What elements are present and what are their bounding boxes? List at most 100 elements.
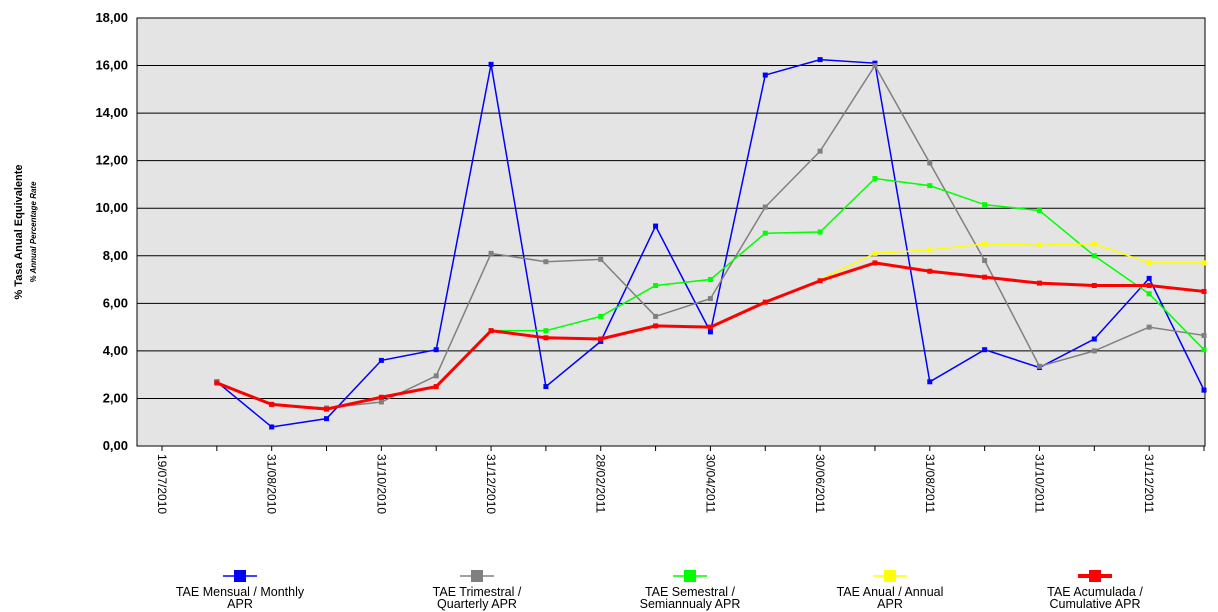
point xyxy=(762,299,768,305)
point xyxy=(598,336,604,342)
series-line xyxy=(819,243,1204,281)
y-tick-label: 14,00 xyxy=(95,105,128,120)
point xyxy=(1036,242,1042,248)
point xyxy=(543,328,549,334)
point xyxy=(762,204,768,210)
y-axis-subtitle: % Annual Percentage Rate xyxy=(29,181,38,283)
point xyxy=(543,384,549,390)
point xyxy=(982,202,988,208)
point xyxy=(982,241,988,247)
legend-line-text: APR xyxy=(227,597,253,611)
point xyxy=(927,379,933,385)
y-tick-label: 10,00 xyxy=(95,200,128,215)
point xyxy=(488,61,494,67)
point xyxy=(927,268,933,274)
legend-label: TAE Mensual / Monthly APR xyxy=(176,585,305,611)
x-tick-label: 19/07/2010 xyxy=(155,454,169,514)
point xyxy=(1201,332,1207,338)
legend-label: TAE Acumulada / Cumulative APR xyxy=(1047,585,1143,611)
point xyxy=(1036,280,1042,286)
y-tick-label: 4,00 xyxy=(103,343,128,358)
point xyxy=(488,328,494,334)
point xyxy=(927,183,933,189)
y-tick-label: 2,00 xyxy=(103,390,128,405)
legend-line-text: Cumulative APR xyxy=(1049,597,1140,611)
x-tick-label: 28/02/2011 xyxy=(594,454,608,513)
y-tick-label: 8,00 xyxy=(103,248,128,263)
point xyxy=(872,176,878,181)
y-tick-label: 12,00 xyxy=(95,153,128,168)
point xyxy=(982,258,988,264)
point xyxy=(1201,347,1207,353)
point xyxy=(433,384,439,390)
point xyxy=(1091,241,1097,247)
point xyxy=(1146,291,1152,297)
legend-marker xyxy=(684,570,696,582)
point xyxy=(653,283,659,288)
point xyxy=(324,406,330,412)
point xyxy=(1146,283,1152,288)
point xyxy=(1036,208,1042,214)
point xyxy=(762,230,768,236)
point xyxy=(707,296,713,302)
y-tick-label: 0,00 xyxy=(103,438,128,453)
x-tick-label: 31/08/2010 xyxy=(265,454,279,514)
x-tick-label: 30/06/2011 xyxy=(813,454,827,513)
point xyxy=(1091,348,1097,354)
legend-line-text: APR xyxy=(877,597,903,611)
legend-line-text: TAE Trimestral / xyxy=(433,585,522,599)
point xyxy=(378,357,384,363)
point xyxy=(1036,363,1042,369)
point xyxy=(653,223,659,229)
point xyxy=(1091,283,1097,288)
x-tick-label: 31/12/2011 xyxy=(1142,454,1156,513)
point xyxy=(927,160,933,166)
legend-marker xyxy=(1089,570,1101,582)
point xyxy=(817,57,823,63)
point xyxy=(817,278,823,284)
point xyxy=(433,373,439,379)
point xyxy=(872,63,878,69)
x-tick-label: 31/10/2010 xyxy=(374,454,388,514)
point xyxy=(324,416,330,422)
point xyxy=(1201,288,1207,294)
point xyxy=(982,347,988,353)
point xyxy=(927,247,933,253)
x-tick-label: 31/10/2011 xyxy=(1032,454,1046,513)
point xyxy=(817,148,823,154)
point xyxy=(378,399,384,405)
legend-line-text: TAE Mensual / Monthly xyxy=(176,585,305,599)
point xyxy=(598,256,604,262)
point xyxy=(1146,260,1152,266)
legend-line-text: TAE Anual / Annual xyxy=(837,585,944,599)
legend-line-text: Quarterly APR xyxy=(437,597,517,611)
x-tick-label: 31/12/2010 xyxy=(484,454,498,514)
plot-area xyxy=(136,17,1206,447)
point xyxy=(1091,336,1097,342)
point xyxy=(707,277,713,283)
legend-marker xyxy=(234,570,246,582)
point xyxy=(707,329,713,335)
point xyxy=(982,274,988,280)
y-tick-label: 16,00 xyxy=(95,58,128,73)
point xyxy=(762,72,768,78)
legend-line-text: TAE Semestral / xyxy=(645,585,736,599)
point xyxy=(707,324,713,330)
point xyxy=(378,394,384,400)
point xyxy=(269,401,275,407)
point xyxy=(872,250,878,256)
legend-marker xyxy=(471,570,483,582)
point xyxy=(653,323,659,329)
legend-label: TAE Anual / Annual APR xyxy=(837,585,944,611)
point xyxy=(1201,260,1207,266)
legend-line-text: Semiannualy APR xyxy=(640,597,741,611)
x-tick-label: 30/04/2011 xyxy=(703,454,717,513)
point xyxy=(1146,324,1152,330)
point xyxy=(1146,275,1152,281)
point xyxy=(543,335,549,341)
point xyxy=(214,380,220,386)
point xyxy=(653,313,659,319)
point xyxy=(543,259,549,265)
series-line xyxy=(491,177,1205,351)
